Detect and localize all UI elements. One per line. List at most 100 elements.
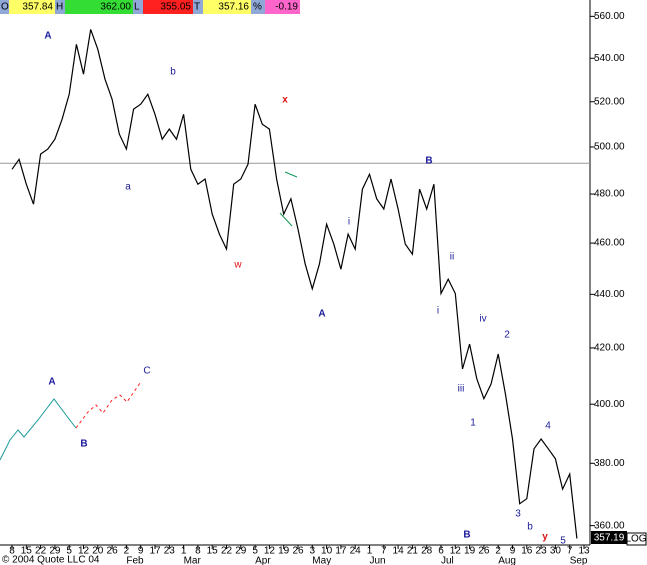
quote-cell — [9, 0, 55, 14]
month-label: Apr — [255, 556, 271, 565]
x-tick-label: 29 — [235, 546, 247, 557]
x-tick-label: 28 — [421, 546, 433, 557]
y-tick-label: 460.00 — [594, 238, 625, 249]
x-tick-label: 5 — [252, 546, 258, 557]
x-tick-label: 24 — [350, 546, 362, 557]
x-tick-label: 20 — [92, 546, 104, 557]
wave-label: y — [542, 532, 548, 543]
inset-impulse — [0, 398, 77, 461]
last-price-label: 357.19 — [594, 533, 625, 544]
y-tick-label: 520.00 — [594, 96, 625, 107]
copyright: © 2004 Quote LLC 04 — [2, 555, 100, 565]
y-tick-label: 540.00 — [594, 53, 625, 64]
wave-label: A — [44, 31, 51, 42]
quote-bar: O 357.84 H 362.00 L 355.05 T 357.16 % -0… — [0, 0, 300, 14]
x-tick-label: 7 — [567, 546, 573, 557]
x-tick-label: 12 — [264, 546, 276, 557]
x-tick-label: 22 — [35, 546, 47, 557]
quote-cell — [203, 0, 251, 14]
quote-value: -0.19 — [275, 2, 298, 13]
quote-cell — [55, 0, 65, 14]
scale-box — [626, 532, 647, 546]
x-tick-label: 26 — [478, 546, 490, 557]
quote-label: T — [194, 2, 200, 13]
wave-label: b — [170, 67, 176, 78]
scale-label: LOG — [625, 534, 646, 545]
wave-markers — [279, 171, 298, 227]
x-tick-label: 30 — [550, 546, 562, 557]
wave-label: ii — [450, 252, 454, 263]
quote-value: 357.84 — [22, 2, 53, 13]
x-tick-label: 9 — [510, 546, 516, 557]
wave-label: B — [80, 439, 87, 450]
x-tick-label: 8 — [9, 546, 15, 557]
quote-label: O — [1, 2, 9, 13]
quote-label: % — [253, 2, 262, 13]
x-tick-label: 15 — [21, 546, 33, 557]
x-tick-label: 1 — [367, 546, 373, 557]
y-tick-label: 480.00 — [594, 189, 625, 200]
x-tick-label: 19 — [464, 546, 476, 557]
quote-cell — [0, 0, 9, 14]
wave-label: i — [348, 217, 350, 228]
last-price-box — [591, 531, 627, 544]
x-tick-label: 23 — [536, 546, 548, 557]
month-label: Aug — [498, 556, 516, 565]
x-tick-label: 8 — [195, 546, 201, 557]
quote-cell — [251, 0, 265, 14]
wave-label: i — [437, 306, 439, 317]
wave-label: 1 — [470, 418, 476, 429]
wave-label: A — [48, 377, 55, 388]
quote-cell — [143, 0, 193, 14]
month-label: Feb — [126, 556, 144, 565]
quote-cell — [265, 0, 300, 14]
inset-correction — [75, 382, 141, 429]
x-tick-label: 17 — [335, 546, 347, 557]
x-tick-label: 13 — [578, 546, 590, 557]
x-tick-label: 23 — [164, 546, 176, 557]
x-tick-label: 26 — [107, 546, 119, 557]
quote-cell — [193, 0, 203, 14]
y-tick-label: 400.00 — [594, 399, 625, 410]
inset-diagram — [0, 382, 141, 461]
quote-value: 357.16 — [218, 2, 249, 13]
quote-label: H — [56, 2, 63, 13]
x-tick-label: 5 — [66, 546, 72, 557]
x-tick-label: 1 — [181, 546, 187, 557]
wave-marker — [284, 171, 298, 178]
y-tick-label: 420.00 — [594, 343, 625, 354]
wave-label: 3 — [515, 509, 521, 520]
quote-label: L — [134, 2, 140, 13]
x-tick-label: 2 — [124, 546, 130, 557]
x-tick-label: 22 — [221, 546, 233, 557]
wave-label: A — [318, 309, 325, 320]
month-label: Jun — [370, 556, 386, 565]
month-label: Mar — [184, 556, 202, 565]
wave-label: iv — [479, 314, 486, 325]
x-tick-label: 17 — [149, 546, 161, 557]
x-tick-label: 7 — [381, 546, 387, 557]
quote-cell — [133, 0, 143, 14]
x-tick-label: 16 — [521, 546, 533, 557]
x-tick-label: 14 — [393, 546, 405, 557]
x-tick-label: 6 — [438, 546, 444, 557]
y-tick-label: 440.00 — [594, 289, 625, 300]
price-line — [11, 29, 578, 539]
wave-label: B — [463, 530, 470, 541]
y-tick-label: 380.00 — [594, 458, 625, 469]
wave-label: w — [233, 260, 242, 271]
wave-label: B — [425, 156, 432, 167]
quote-cell — [65, 0, 133, 14]
x-tick-label: 21 — [407, 546, 419, 557]
x-tick-label: 12 — [78, 546, 90, 557]
wave-label: 2 — [504, 330, 510, 341]
quote-value: 355.05 — [160, 2, 191, 13]
x-tick-label: 26 — [292, 546, 304, 557]
y-tick-label: 360.00 — [594, 520, 625, 531]
wave-label: 5 — [560, 536, 566, 547]
wave-label: x — [282, 95, 288, 106]
month-label: May — [312, 556, 331, 565]
quote-value: 362.00 — [100, 2, 131, 13]
